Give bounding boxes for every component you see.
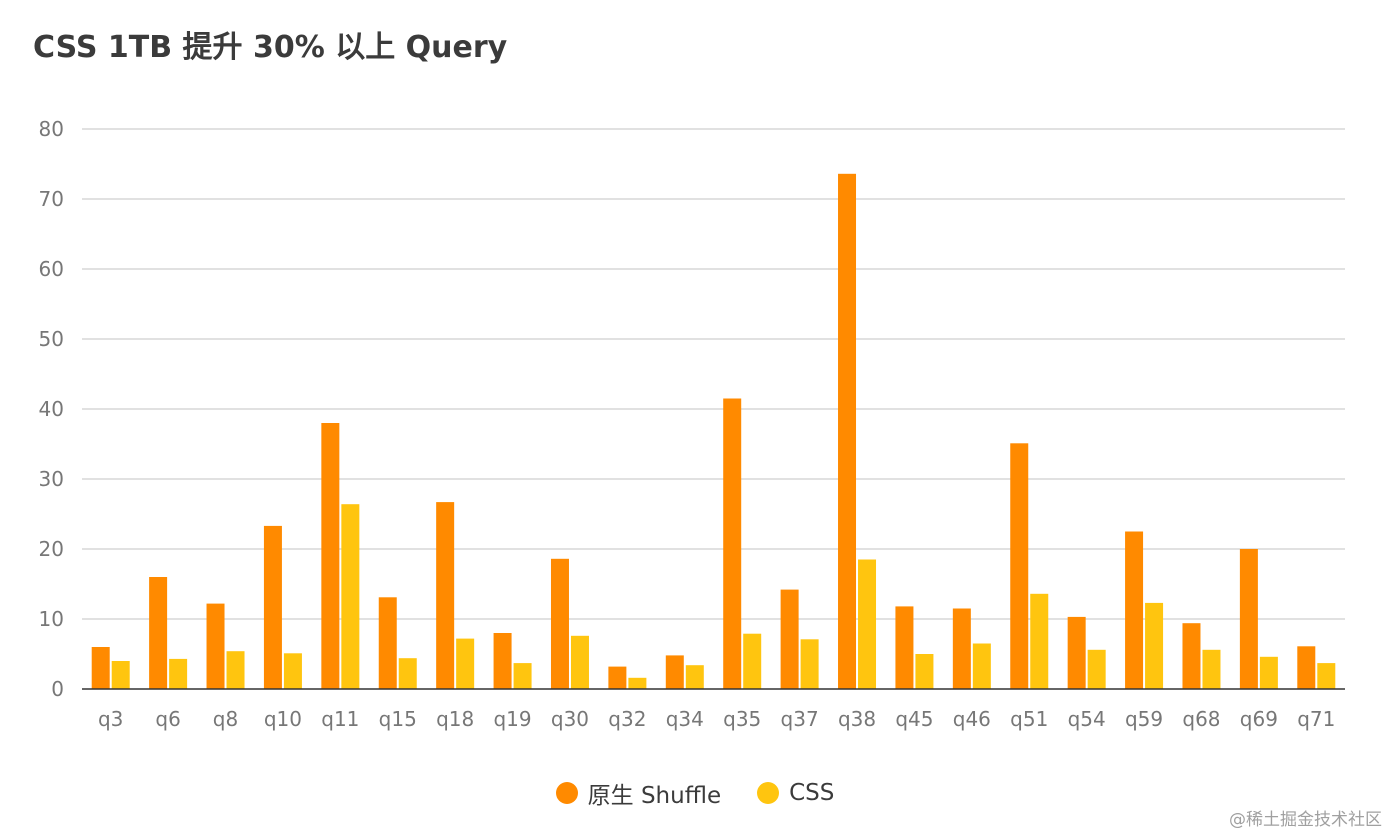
x-tick-label: q30 xyxy=(551,707,589,731)
bar-shuffle-q19 xyxy=(493,633,512,689)
x-tick-label: q69 xyxy=(1240,707,1278,731)
bar-shuffle-q30 xyxy=(550,558,569,689)
bar-shuffle-q59 xyxy=(1125,531,1144,689)
x-tick-label: q32 xyxy=(608,707,646,731)
bar-css-q3 xyxy=(111,661,130,689)
bar-css-q38 xyxy=(858,559,877,689)
legend-item-css[interactable]: CSS xyxy=(757,776,834,810)
y-tick-label: 10 xyxy=(39,607,64,631)
legend-label-css: CSS xyxy=(789,780,835,806)
y-tick-label: 30 xyxy=(39,467,64,491)
bar-shuffle-q68 xyxy=(1182,623,1201,689)
x-tick-label: q18 xyxy=(436,707,474,731)
x-tick-label: q8 xyxy=(213,707,238,731)
bar-shuffle-q15 xyxy=(378,597,397,689)
x-tick-label: q45 xyxy=(895,707,933,731)
bar-shuffle-q35 xyxy=(723,398,742,689)
bar-css-q6 xyxy=(169,658,188,689)
bar-css-q11 xyxy=(341,504,360,689)
y-tick-label: 40 xyxy=(39,397,64,421)
x-tick-label: q54 xyxy=(1068,707,1106,731)
x-tick-label: q71 xyxy=(1297,707,1335,731)
bar-css-q10 xyxy=(283,653,302,689)
x-tick-label: q51 xyxy=(1010,707,1048,731)
x-tick-label: q11 xyxy=(321,707,359,731)
y-tick-label: 20 xyxy=(39,537,64,561)
bar-css-q37 xyxy=(800,639,819,689)
x-tick-label: q35 xyxy=(723,707,761,731)
bar-css-q30 xyxy=(570,635,589,689)
bar-shuffle-q69 xyxy=(1239,549,1258,689)
bar-css-q19 xyxy=(513,663,532,689)
x-tick-label: q19 xyxy=(493,707,531,731)
y-tick-label: 50 xyxy=(39,327,64,351)
bar-shuffle-q38 xyxy=(838,173,857,690)
x-tick-label: q59 xyxy=(1125,707,1163,731)
bar-shuffle-q8 xyxy=(206,603,225,689)
x-tick-label: q10 xyxy=(264,707,302,731)
x-tick-label: q3 xyxy=(98,707,123,731)
bar-shuffle-q10 xyxy=(263,525,282,689)
bar-shuffle-q18 xyxy=(436,502,455,689)
bar-css-q45 xyxy=(915,654,934,689)
bar-css-q32 xyxy=(628,677,647,689)
x-tick-label: q38 xyxy=(838,707,876,731)
bar-css-q18 xyxy=(456,638,475,689)
bar-shuffle-q54 xyxy=(1067,616,1086,689)
bar-shuffle-q51 xyxy=(1010,443,1029,689)
y-tick-label: 70 xyxy=(39,187,64,211)
x-tick-label: q34 xyxy=(666,707,704,731)
bar-css-q46 xyxy=(972,643,991,689)
x-tick-label: q6 xyxy=(155,707,180,731)
bar-css-q69 xyxy=(1259,656,1278,689)
bar-shuffle-q11 xyxy=(321,423,340,689)
bar-shuffle-q3 xyxy=(91,647,110,689)
y-tick-label: 80 xyxy=(39,117,64,141)
bar-shuffle-q34 xyxy=(665,655,684,689)
bar-css-q68 xyxy=(1202,649,1221,689)
bar-css-q54 xyxy=(1087,649,1106,689)
x-tick-label: q68 xyxy=(1182,707,1220,731)
chart-legend: 原生 Shuffle CSS xyxy=(0,776,1390,810)
y-tick-label: 60 xyxy=(39,257,64,281)
bar-css-q34 xyxy=(685,665,704,689)
x-tick-label: q46 xyxy=(953,707,991,731)
x-tick-label: q15 xyxy=(379,707,417,731)
bar-css-q51 xyxy=(1030,593,1049,689)
bar-shuffle-q46 xyxy=(952,608,971,689)
bar-shuffle-q32 xyxy=(608,666,627,689)
bar-shuffle-q37 xyxy=(780,589,799,689)
watermark: @稀土掘金技术社区 xyxy=(1229,810,1382,830)
bar-shuffle-q71 xyxy=(1297,646,1316,689)
x-tick-label: q37 xyxy=(781,707,819,731)
legend-marker-shuffle xyxy=(555,782,578,804)
bar-shuffle-q6 xyxy=(149,577,168,689)
bar-css-q15 xyxy=(398,658,417,689)
chart-title: CSS 1TB 提升 30% 以上 Query xyxy=(33,30,508,65)
bar-shuffle-q45 xyxy=(895,606,914,689)
y-tick-label: 0 xyxy=(51,677,64,701)
bar-css-q59 xyxy=(1145,602,1164,689)
bar-css-q8 xyxy=(226,651,245,689)
bar-css-q71 xyxy=(1317,663,1336,689)
legend-item-shuffle[interactable]: 原生 Shuffle xyxy=(555,776,722,810)
legend-marker-css xyxy=(757,782,780,804)
legend-label-shuffle: 原生 Shuffle xyxy=(587,783,722,809)
bar-css-q35 xyxy=(743,633,762,689)
